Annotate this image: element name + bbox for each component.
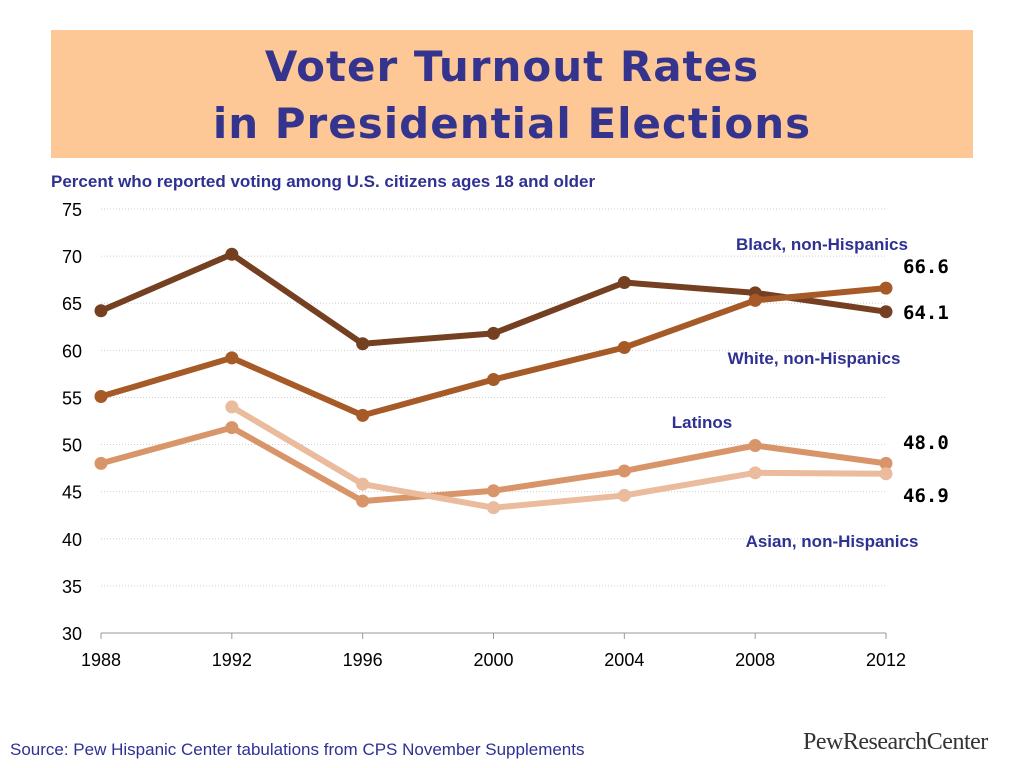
- data-point: [617, 341, 631, 355]
- series-name-label: Latinos: [672, 413, 732, 432]
- data-point: [487, 501, 500, 515]
- y-tick-label: 35: [62, 577, 82, 597]
- y-tick-label: 40: [62, 530, 82, 550]
- x-tick-label: 2008: [735, 650, 775, 670]
- y-tick-label: 50: [62, 436, 82, 456]
- x-tick-label: 2012: [866, 650, 906, 670]
- data-point: [356, 494, 370, 508]
- data-point: [487, 326, 500, 340]
- series-name-label: White, non-Hispanics: [728, 349, 901, 368]
- x-tick-label: 2004: [604, 650, 644, 670]
- data-point: [94, 304, 108, 318]
- data-point: [225, 421, 239, 435]
- series-name-label: Black, non-Hispanics: [736, 235, 908, 254]
- data-point: [879, 281, 893, 295]
- data-point: [879, 456, 893, 470]
- data-point: [748, 438, 762, 452]
- data-point: [617, 275, 631, 289]
- data-point: [617, 488, 631, 502]
- data-point: [225, 247, 239, 261]
- end-value-label: 46.9: [903, 485, 949, 507]
- data-point: [879, 305, 893, 319]
- y-tick-label: 70: [62, 247, 82, 267]
- y-tick-label: 45: [62, 483, 82, 503]
- data-point: [356, 408, 370, 422]
- title-banner: Voter Turnout Rates in Presidential Elec…: [51, 30, 973, 158]
- data-point: [487, 484, 500, 498]
- chart-title-line-2: in Presidential Elections: [212, 99, 812, 148]
- series-line: [228, 403, 889, 511]
- data-point: [356, 337, 370, 351]
- chart-subtitle: Percent who reported voting among U.S. c…: [51, 172, 596, 191]
- data-point: [225, 400, 239, 414]
- source-note: Source: Pew Hispanic Center tabulations …: [10, 740, 585, 759]
- y-tick-label: 60: [62, 341, 82, 361]
- pew-research-logo: PewResearchCenter: [803, 729, 988, 755]
- x-tick-label: 1992: [212, 650, 252, 670]
- x-tick-label: 1988: [81, 650, 121, 670]
- data-point: [356, 477, 370, 491]
- end-value-label: 48.0: [903, 432, 949, 454]
- y-tick-label: 55: [62, 388, 82, 408]
- data-point: [748, 466, 762, 480]
- end-value-label: 66.6: [903, 256, 949, 278]
- y-tick-label: 75: [62, 200, 82, 220]
- data-point: [94, 456, 108, 470]
- x-tick-label: 2000: [473, 650, 513, 670]
- data-point: [487, 373, 500, 387]
- y-tick-label: 30: [62, 624, 82, 644]
- data-point: [748, 293, 762, 307]
- data-point: [879, 467, 893, 481]
- data-point: [225, 351, 239, 365]
- x-tick-label: 1996: [343, 650, 383, 670]
- end-value-label: 64.1: [903, 302, 949, 324]
- chart-title-line-1: Voter Turnout Rates: [264, 42, 760, 91]
- y-tick-label: 65: [62, 294, 82, 314]
- line-chart: 30 35 40 45 50 55 60 65 70 75 1988 1992 1996 2000 2004…: [62, 200, 949, 670]
- data-point: [617, 464, 631, 478]
- series-name-label: Asian, non-Hispanics: [746, 532, 919, 551]
- data-point: [94, 390, 108, 404]
